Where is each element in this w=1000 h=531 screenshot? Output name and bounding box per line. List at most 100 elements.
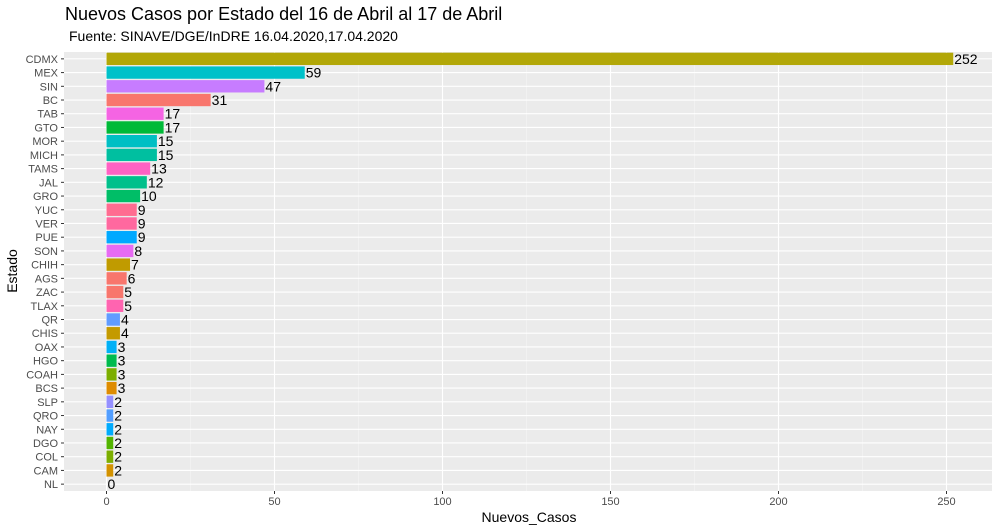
bar-label-mich: 15 — [158, 147, 174, 163]
y-tick-mor: MOR — [32, 136, 58, 148]
bar-label-qro: 2 — [114, 408, 122, 424]
bar-label-mor: 15 — [158, 133, 174, 149]
bar-label-oax: 3 — [118, 339, 126, 355]
chart-title: Nuevos Casos por Estado del 16 de Abril … — [65, 4, 503, 24]
bar-qro — [106, 409, 114, 422]
bar-slp — [106, 395, 114, 409]
bar-label-nl: 0 — [108, 476, 116, 492]
bar-cam — [106, 464, 114, 477]
bar-label-ags: 6 — [128, 270, 136, 286]
bar-label-qr: 4 — [121, 312, 129, 328]
bar-oax — [106, 340, 117, 354]
bar-labels-group: 2525947311717151513121099987655443333222… — [108, 51, 978, 492]
bar-zac — [106, 285, 124, 299]
y-tick-nay: NAY — [36, 424, 58, 436]
bar-label-bcs: 3 — [118, 380, 126, 396]
bar-label-cam: 2 — [114, 462, 122, 478]
y-tick-ags: AGS — [35, 273, 58, 285]
bar-label-pue: 9 — [138, 229, 146, 245]
bar-tab — [106, 107, 164, 120]
y-tick-tams: TAMS — [28, 164, 58, 176]
y-tick-gro: GRO — [33, 191, 59, 203]
bar-bcs — [106, 381, 117, 395]
bar-label-sin: 47 — [265, 78, 281, 94]
y-tick-hgo: HGO — [33, 356, 59, 368]
y-tick-bcs: BCS — [35, 383, 58, 395]
y-tick-qr: QR — [42, 315, 59, 327]
y-tick-col: COL — [35, 452, 58, 464]
bar-son — [106, 244, 134, 258]
x-tick-100: 100 — [433, 496, 451, 508]
bar-label-gto: 17 — [165, 119, 181, 135]
bar-label-tams: 13 — [151, 161, 167, 177]
y-tick-chis: CHIS — [32, 328, 58, 340]
bar-pue — [106, 231, 137, 244]
bar-gto — [106, 121, 164, 134]
bar-chis — [106, 327, 120, 340]
bar-label-gro: 10 — [141, 188, 157, 204]
bar-tams — [106, 162, 151, 175]
bar-mich — [106, 148, 157, 162]
bar-label-tab: 17 — [165, 106, 181, 122]
bar-yuc — [106, 203, 137, 216]
y-tick-son: SON — [34, 246, 58, 258]
bar-label-mex: 59 — [306, 65, 322, 81]
bar-label-coah: 3 — [118, 366, 126, 382]
y-tick-chih: CHIH — [31, 260, 58, 272]
bar-qr — [106, 313, 120, 326]
y-tick-cam: CAM — [34, 465, 58, 477]
bar-label-ver: 9 — [138, 215, 146, 231]
y-tick-pue: PUE — [35, 232, 58, 244]
x-tick-labels: 0 50 100 150 200 250 — [103, 491, 956, 508]
y-tick-yuc: YUC — [35, 205, 58, 217]
bar-label-dgo: 2 — [114, 435, 122, 451]
bar-nay — [106, 423, 114, 436]
bar-label-bc: 31 — [212, 92, 228, 108]
grid-lines — [64, 52, 992, 491]
bar-label-yuc: 9 — [138, 202, 146, 218]
x-tick-0: 0 — [103, 496, 109, 508]
y-tick-tab: TAB — [37, 109, 58, 121]
bar-mor — [106, 134, 157, 148]
bar-label-hgo: 3 — [118, 353, 126, 369]
y-tick-tlax: TLAX — [30, 301, 58, 313]
bar-label-chis: 4 — [121, 325, 129, 341]
bar-label-tlax: 5 — [124, 298, 132, 314]
y-tick-dgo: DGO — [33, 438, 59, 450]
bars-group — [106, 52, 954, 477]
bar-label-cdmx: 252 — [954, 51, 978, 67]
bar-label-chih: 7 — [131, 257, 139, 273]
y-tick-qro: QRO — [33, 411, 59, 423]
y-tick-coah: COAH — [26, 369, 58, 381]
bar-cdmx — [106, 52, 954, 66]
bar-bc — [106, 93, 211, 107]
bar-ver — [106, 217, 137, 230]
bar-hgo — [106, 354, 117, 367]
y-tick-bc: BC — [43, 95, 58, 107]
chart-subtitle: Fuente: SINAVE/DGE/InDRE 16.04.2020,17.0… — [69, 28, 398, 44]
bar-label-zac: 5 — [124, 284, 132, 300]
y-tick-slp: SLP — [37, 397, 58, 409]
y-tick-mex: MEX — [34, 68, 59, 80]
y-tick-mich: MICH — [30, 150, 58, 162]
x-tick-200: 200 — [769, 496, 787, 508]
x-tick-50: 50 — [268, 496, 280, 508]
bar-gro — [106, 189, 141, 203]
bar-label-col: 2 — [114, 449, 122, 465]
y-tick-cdmx: CDMX — [26, 54, 59, 66]
x-tick-150: 150 — [601, 496, 619, 508]
bar-jal — [106, 176, 147, 189]
bar-label-son: 8 — [134, 243, 142, 259]
bar-chih — [106, 258, 131, 271]
bar-mex — [106, 66, 305, 79]
bar-dgo — [106, 436, 114, 450]
y-tick-gto: GTO — [34, 122, 58, 134]
y-tick-sin: SIN — [40, 81, 58, 93]
y-tick-ver: VER — [35, 218, 58, 230]
bar-label-nay: 2 — [114, 421, 122, 437]
y-tick-nl: NL — [44, 479, 58, 491]
x-axis-title: Nuevos_Casos — [482, 509, 577, 525]
plot-panel — [64, 52, 992, 491]
bar-col — [106, 450, 114, 463]
y-tick-zac: ZAC — [36, 287, 58, 299]
